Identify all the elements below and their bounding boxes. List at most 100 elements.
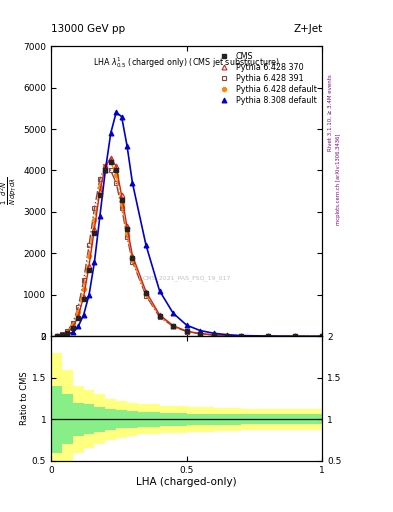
Pythia 8.308 default xyxy=(184,322,189,328)
Pythia 6.428 391 xyxy=(171,324,175,330)
Pythia 6.428 370 xyxy=(266,333,270,339)
Pythia 8.308 default xyxy=(211,330,216,336)
Pythia 6.428 default xyxy=(92,217,97,223)
Pythia 6.428 370 xyxy=(103,163,108,169)
CMS xyxy=(97,193,102,199)
Pythia 6.428 370 xyxy=(54,333,59,339)
Pythia 8.308 default xyxy=(81,312,86,318)
Pythia 6.428 370 xyxy=(144,289,149,295)
Pythia 6.428 391 xyxy=(114,180,119,186)
CMS xyxy=(54,333,59,339)
CMS xyxy=(320,333,325,339)
Pythia 8.308 default xyxy=(293,333,298,339)
Pythia 6.428 391 xyxy=(108,167,113,174)
Pythia 6.428 370 xyxy=(87,263,92,269)
Pythia 6.428 default xyxy=(125,229,129,236)
CMS xyxy=(70,325,75,331)
Pythia 6.428 391 xyxy=(103,163,108,169)
Pythia 6.428 391 xyxy=(184,329,189,335)
Pythia 8.308 default xyxy=(54,333,59,339)
Text: 13000 GeV pp: 13000 GeV pp xyxy=(51,24,125,34)
Pythia 6.428 391 xyxy=(130,259,135,265)
Line: Pythia 8.308 default: Pythia 8.308 default xyxy=(54,110,325,339)
CMS xyxy=(103,167,108,174)
CMS xyxy=(81,296,86,302)
Pythia 6.428 370 xyxy=(320,333,325,339)
Pythia 6.428 370 xyxy=(211,332,216,338)
Pythia 6.428 370 xyxy=(198,330,203,336)
Pythia 6.428 default xyxy=(144,291,149,297)
Pythia 6.428 default xyxy=(130,257,135,263)
Pythia 6.428 default xyxy=(293,333,298,339)
Pythia 6.428 391 xyxy=(65,328,70,334)
Pythia 6.428 default xyxy=(198,331,203,337)
Pythia 6.428 default xyxy=(171,323,175,329)
Pythia 6.428 default xyxy=(225,332,230,338)
Pythia 6.428 370 xyxy=(184,328,189,334)
Line: CMS: CMS xyxy=(54,160,324,338)
CMS xyxy=(157,312,162,318)
Pythia 8.308 default xyxy=(144,242,149,248)
Pythia 6.428 391 xyxy=(60,331,64,337)
Pythia 6.428 391 xyxy=(225,332,230,338)
Pythia 6.428 391 xyxy=(239,333,243,339)
Pythia 8.308 default xyxy=(239,332,243,338)
Pythia 6.428 default xyxy=(184,328,189,334)
Pythia 6.428 370 xyxy=(81,293,86,300)
Pythia 6.428 391 xyxy=(293,333,298,339)
Pythia 8.308 default xyxy=(60,333,64,339)
Pythia 6.428 370 xyxy=(92,225,97,231)
Pythia 6.428 391 xyxy=(87,242,92,248)
Pythia 6.428 default xyxy=(60,332,64,338)
Pythia 6.428 370 xyxy=(225,332,230,338)
Pythia 6.428 370 xyxy=(125,223,129,229)
CMS xyxy=(130,254,135,261)
Pythia 6.428 391 xyxy=(211,332,216,338)
Pythia 6.428 default xyxy=(119,201,124,207)
Pythia 6.428 default xyxy=(70,322,75,328)
Line: Pythia 6.428 391: Pythia 6.428 391 xyxy=(54,164,325,339)
Line: Pythia 6.428 370: Pythia 6.428 370 xyxy=(54,156,325,339)
CMS xyxy=(171,323,175,329)
Pythia 8.308 default xyxy=(108,130,113,136)
Pythia 6.428 391 xyxy=(81,278,86,284)
Pythia 6.428 391 xyxy=(125,234,129,240)
Pythia 6.428 391 xyxy=(54,333,59,339)
Text: mcplots.cern.ch [arXiv:1306.3436]: mcplots.cern.ch [arXiv:1306.3436] xyxy=(336,134,341,225)
Pythia 8.308 default xyxy=(130,180,135,186)
Text: CMS_2021_PAS_FSQ_19_017: CMS_2021_PAS_FSQ_19_017 xyxy=(143,275,231,281)
Pythia 6.428 370 xyxy=(114,163,119,169)
CMS xyxy=(225,332,230,338)
Pythia 6.428 391 xyxy=(92,205,97,211)
Pythia 6.428 391 xyxy=(198,331,203,337)
Pythia 6.428 default xyxy=(108,159,113,165)
Pythia 6.428 default xyxy=(87,252,92,259)
Pythia 8.308 default xyxy=(198,328,203,334)
Text: LHA $\lambda^{1}_{0.5}$ (charged only) (CMS jet substructure): LHA $\lambda^{1}_{0.5}$ (charged only) (… xyxy=(93,55,280,70)
Pythia 6.428 default xyxy=(320,333,325,339)
CMS xyxy=(184,328,189,334)
CMS xyxy=(239,333,243,339)
CMS xyxy=(125,225,129,231)
Pythia 8.308 default xyxy=(114,110,119,116)
Pythia 6.428 370 xyxy=(130,252,135,259)
Pythia 6.428 391 xyxy=(119,205,124,211)
Pythia 6.428 370 xyxy=(76,313,81,319)
Pythia 6.428 370 xyxy=(157,312,162,318)
CMS xyxy=(119,197,124,203)
Pythia 8.308 default xyxy=(266,333,270,339)
CMS xyxy=(76,315,81,321)
Pythia 6.428 default xyxy=(114,172,119,178)
CMS xyxy=(65,330,70,336)
Pythia 8.308 default xyxy=(87,292,92,298)
Pythia 8.308 default xyxy=(225,332,230,338)
X-axis label: LHA (charged-only): LHA (charged-only) xyxy=(136,477,237,487)
Pythia 6.428 391 xyxy=(157,314,162,320)
CMS xyxy=(211,332,216,338)
Pythia 6.428 391 xyxy=(320,333,325,339)
CMS xyxy=(87,267,92,273)
Pythia 6.428 391 xyxy=(144,293,149,299)
Text: Rivet 3.1.10, ≥ 3.4M events: Rivet 3.1.10, ≥ 3.4M events xyxy=(328,74,333,151)
Pythia 6.428 default xyxy=(103,163,108,169)
Pythia 8.308 default xyxy=(76,324,81,330)
